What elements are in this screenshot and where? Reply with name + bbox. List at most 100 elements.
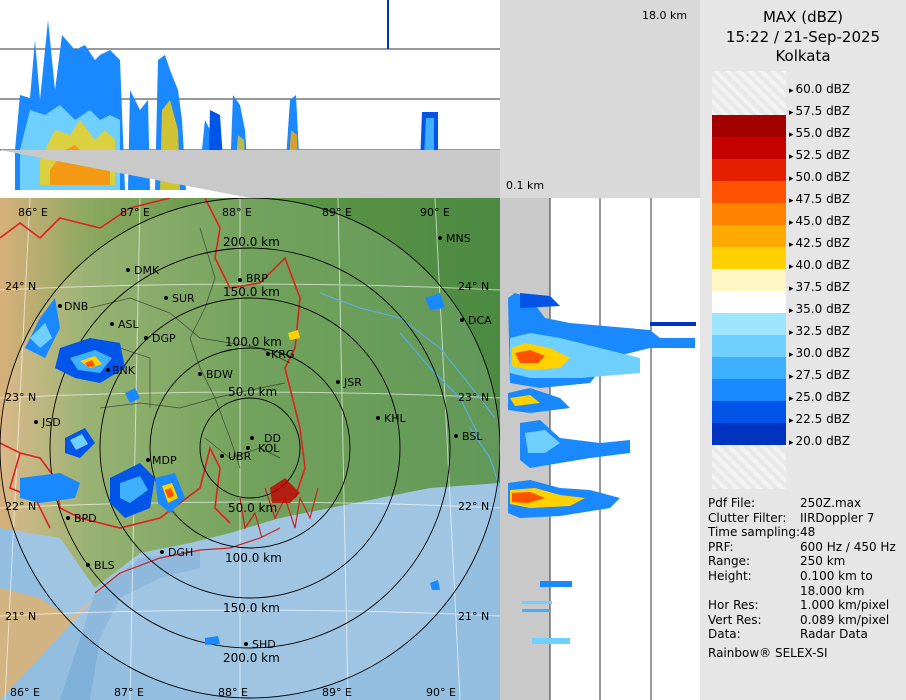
footer-brand: Rainbow® SELEX-SI	[708, 646, 828, 660]
range-label-n-100: 100.0 km	[225, 335, 282, 349]
city-label: JSD	[41, 416, 61, 429]
city-label: DD	[264, 432, 281, 445]
lon-top-86: 86° E	[18, 206, 48, 219]
legend-swatch	[712, 203, 786, 225]
legend-label: 35.0 dBZ	[789, 302, 851, 316]
lat-left-22: 22° N	[5, 500, 36, 513]
info-value: 1.000 km/pixel	[800, 598, 890, 613]
legend-label: 27.5 dBZ	[789, 368, 851, 382]
info-value: IIRDoppler 7	[800, 510, 875, 525]
lon-bottom-86: 86° E	[10, 686, 40, 699]
lon-top-88: 88° E	[222, 206, 252, 219]
info-value: 250Z.max	[800, 496, 862, 510]
lon-bottom-89: 89° E	[322, 686, 352, 699]
legend-swatch	[712, 159, 786, 181]
lon-bottom-88: 88° E	[218, 686, 248, 699]
legend-label: 32.5 dBZ	[789, 324, 851, 338]
city-label: MDP	[152, 454, 177, 467]
legend-swatch	[712, 313, 786, 335]
legend-label: 60.0 dBZ	[789, 82, 851, 96]
city-label: DMK	[134, 264, 160, 277]
city-label: SUR	[172, 292, 195, 305]
lat-left-24: 24° N	[5, 280, 36, 293]
info-key: Hor Res:	[708, 598, 759, 613]
legend-label: 45.0 dBZ	[789, 214, 851, 228]
lat-left-21: 21° N	[5, 610, 36, 623]
legend-label: 25.0 dBZ	[789, 390, 851, 404]
range-label-s-200: 200.0 km	[223, 651, 280, 665]
city-label: BRP	[246, 272, 268, 285]
city-label: DCA	[468, 314, 492, 327]
legend-swatch	[712, 181, 786, 203]
side-height-profile	[500, 198, 696, 700]
lat-right-22: 22° N	[458, 500, 489, 513]
city-label: KHL	[384, 412, 406, 425]
city-label: MNS	[446, 232, 471, 245]
legend-label: 20.0 dBZ	[789, 434, 851, 448]
top-height-label: 18.0 km	[642, 9, 688, 22]
radar-echoes	[20, 293, 445, 645]
lon-bottom-90: 90° E	[426, 686, 456, 699]
range-label-n-150: 150.0 km	[223, 285, 280, 299]
city-label: JSR	[343, 376, 362, 389]
legend-swatch	[712, 137, 786, 159]
legend-label: 55.0 dBZ	[789, 126, 851, 140]
lon-top-89: 89° E	[322, 206, 352, 219]
info-key: Range:	[708, 554, 751, 569]
city-label: UBR	[228, 450, 252, 463]
city-label: ASL	[118, 318, 140, 331]
lon-top-87: 87° E	[120, 206, 150, 219]
city-label: DGH	[168, 546, 193, 559]
legend-swatch	[712, 291, 786, 313]
legend-swatch	[712, 247, 786, 269]
info-value: 0.089 km/pixel	[800, 612, 890, 627]
city-label: DGP	[152, 332, 176, 345]
info-key: Time sampling:	[708, 525, 801, 540]
range-label-s-150: 150.0 km	[223, 601, 280, 615]
lat-left-23: 23° N	[5, 391, 36, 404]
side-height-profile-panel	[500, 198, 700, 700]
lat-right-21: 21° N	[458, 610, 489, 623]
side-echo-rows	[508, 293, 696, 644]
range-rings	[0, 198, 500, 699]
legend-swatch	[712, 225, 786, 247]
legend-label: 30.0 dBZ	[789, 346, 851, 360]
legend-swatch	[712, 357, 786, 379]
sea-area	[0, 483, 500, 700]
bottom-height-label: 0.1 km	[506, 179, 545, 192]
info-value: Radar Data	[800, 627, 868, 642]
legend-swatch	[712, 401, 786, 423]
legend-swatch	[712, 445, 786, 489]
station-name: Kolkata	[775, 47, 831, 65]
info-panel: MAX (dBZ) 15:22 / 21-Sep-2025 Kolkata 60…	[700, 0, 906, 700]
city-label: BDW	[206, 368, 233, 381]
legend-swatch	[712, 423, 786, 445]
range-label-s-50: 50.0 km	[228, 501, 277, 515]
city-label: DNB	[64, 300, 88, 313]
legend-label: 50.0 dBZ	[789, 170, 851, 184]
range-label-n-50: 50.0 km	[228, 385, 277, 399]
info-key: PRF:	[708, 539, 734, 554]
range-label-s-100: 100.0 km	[225, 551, 282, 565]
city-label: KOL	[258, 442, 280, 455]
info-value: 0.100 km to	[800, 569, 873, 583]
corner-gray-area: 18.0 km 0.1 km	[500, 0, 700, 198]
lon-top-90: 90° E	[420, 206, 450, 219]
info-key: Data:	[708, 627, 741, 642]
legend-label: 40.0 dBZ	[789, 258, 851, 272]
city-label: KRG	[271, 348, 294, 361]
city-label: BNK	[112, 364, 136, 377]
product-datetime: 15:22 / 21-Sep-2025	[725, 28, 881, 46]
radar-map[interactable]: 86° E 87° E 88° E 89° E 90° E 86° E 87° …	[0, 198, 500, 700]
legend-label: 22.5 dBZ	[789, 412, 851, 426]
legend-swatch	[712, 269, 786, 291]
info-value: 18.000 km	[800, 583, 865, 598]
legend-swatch	[712, 71, 786, 115]
top-height-profile-panel	[0, 0, 500, 198]
city-label: SHD	[252, 638, 276, 651]
info-value: 600 Hz / 450 Hz	[800, 539, 896, 554]
top-height-profile	[0, 0, 500, 198]
city-label: BSL	[462, 430, 483, 443]
info-key: Height:	[708, 569, 752, 583]
city-label: BPD	[74, 512, 97, 525]
